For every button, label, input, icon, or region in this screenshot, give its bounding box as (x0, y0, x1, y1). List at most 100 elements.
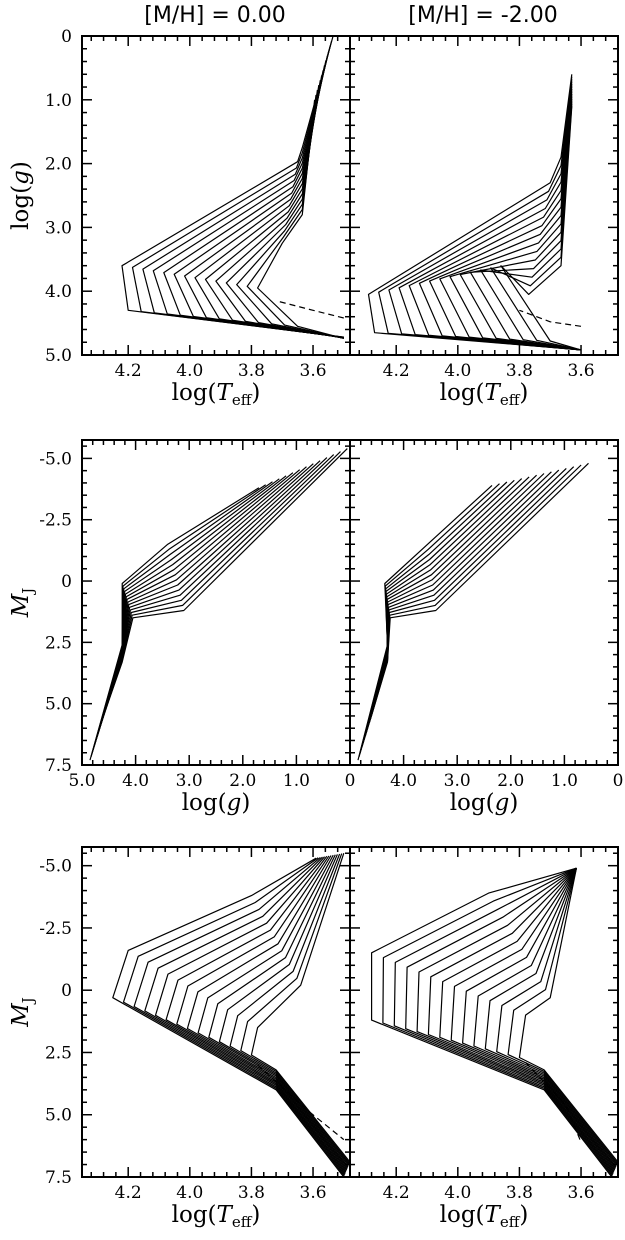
y-tick-label: 1.0 (45, 91, 72, 111)
isochrone-line (367, 74, 582, 351)
isochrone-line (359, 481, 508, 754)
isochrone-line (484, 867, 618, 1166)
isochrone-group (367, 74, 582, 351)
isochrone-line (365, 471, 552, 734)
y-tick-label: 5.0 (45, 1106, 72, 1126)
isochrone-line (500, 106, 582, 351)
isochrone-line (184, 65, 344, 339)
isochrone-line (398, 81, 582, 351)
isochrone-line (186, 855, 348, 1170)
isochrone-line (152, 50, 344, 338)
panel-r1-c1 (349, 439, 619, 766)
x-tick-label: 1.0 (283, 771, 310, 791)
x-tick-label: 3.0 (444, 771, 471, 791)
y-tick-label: -5.0 (39, 449, 72, 469)
x-tick-label: 1.0 (551, 771, 578, 791)
isochrone-line (173, 60, 344, 339)
x-tick-label: 0 (613, 771, 624, 791)
tick-labels-r1: -5.0-2.502.55.07.55.0 4.0 3.0 2.0 1.0log(g)0… (8, 449, 623, 816)
isochrone-line (257, 99, 344, 339)
isochrone-line (240, 853, 350, 1164)
x-axis-label: log(g) (450, 790, 519, 816)
x-tick-label: 3.0 (176, 771, 203, 791)
panel-r1-c0 (81, 439, 351, 766)
x-tick-label: 3.6 (568, 1183, 595, 1203)
panel-frame (349, 439, 619, 766)
isochrone-line (154, 856, 347, 1173)
isochrone-group (112, 853, 350, 1177)
isochrone-line (429, 88, 582, 351)
x-tick-label: 4.0 (176, 361, 203, 381)
isochrone-line (204, 75, 344, 339)
x-tick-label: 4.2 (383, 1183, 410, 1203)
isochrone-line (95, 469, 301, 740)
y-axis-label: MJ (8, 997, 37, 1028)
x-tick-label: 3.8 (238, 1183, 265, 1203)
isochrone-dashed (519, 309, 582, 327)
panel-frame (81, 35, 351, 356)
isochrone-dashed (257, 1064, 345, 1141)
y-tick-label: 2.5 (45, 1043, 72, 1063)
isochrone-line (101, 451, 341, 720)
y-tick-label: -2.5 (39, 511, 72, 531)
isochrone-line (89, 487, 260, 761)
plot-area: 0 1.0 2.0 3.0 4.0 5.0 4.2 4.0 3.8 3.6 log(Teff) 4.2… (8, 27, 623, 1231)
x-tick-label: 3.6 (300, 361, 327, 381)
isochrone-line (357, 484, 493, 761)
panel-frame (349, 35, 619, 356)
isochrone-line (518, 868, 618, 1163)
x-tick-label: 4.0 (444, 361, 471, 381)
isochrone-line (225, 85, 344, 339)
isochrone-line (368, 466, 575, 723)
y-axis-label: MJ (8, 588, 37, 619)
isochrone-line (360, 479, 515, 751)
x-tick-label: 4.2 (115, 1183, 142, 1203)
panel-r0-c1 (349, 35, 619, 356)
isochrone-line (246, 94, 344, 339)
isochrone-line (98, 460, 321, 730)
x-tick-label: 4.0 (176, 1183, 203, 1203)
x-tick-label: 4.2 (383, 361, 410, 381)
isochrone-line (427, 867, 615, 1172)
y-axis-label: log(g) (8, 161, 34, 230)
x-tick-label: 2.0 (229, 771, 256, 791)
isochrone-line (473, 867, 617, 1168)
x-tick-label: 4.0 (122, 771, 149, 791)
isochrone-line (393, 867, 614, 1176)
x-tick-label: 5.0 (68, 771, 95, 791)
y-tick-label: 3.0 (45, 218, 72, 238)
isochrone-line (144, 856, 346, 1174)
panel-frame (349, 846, 619, 1178)
x-tick-label: 3.8 (238, 361, 265, 381)
y-tick-label: -5.0 (39, 857, 72, 877)
y-tick-label: 0 (61, 572, 72, 592)
tick-labels-r2: -5.0-2.502.55.07.54.2 4.0 3.8 3.6log(Teff)4… (8, 857, 595, 1231)
y-tick-label: -2.5 (39, 919, 72, 939)
x-axis-label: log(Teff) (440, 380, 529, 409)
title-left: [M/H] = 0.00 (144, 3, 286, 28)
y-tick-label: 5.0 (45, 346, 72, 366)
isochrone-line (215, 80, 344, 339)
x-axis-label: log(Teff) (172, 1202, 261, 1231)
panel-r2-c0 (81, 846, 351, 1178)
x-axis-label: log(Teff) (172, 380, 261, 409)
title-right: [M/H] = -2.00 (408, 3, 557, 28)
y-tick-label: 7.5 (45, 1168, 72, 1188)
isochrone-line (496, 868, 618, 1165)
isochrone-line (388, 79, 582, 351)
isochrone-line (250, 853, 350, 1163)
x-tick-label: 3.6 (568, 361, 595, 381)
isochrone-line (96, 466, 307, 737)
isochrone-line (142, 45, 344, 338)
x-tick-label: 0 (345, 771, 356, 791)
isochrone-line (370, 462, 589, 717)
isochrone-line (194, 70, 344, 339)
isochrone-line (165, 855, 347, 1172)
y-tick-label: 0 (61, 27, 72, 47)
y-tick-label: 5.0 (45, 695, 72, 715)
y-tick-label: 2.5 (45, 633, 72, 653)
isochrone-line (416, 867, 615, 1173)
isochrone-line (176, 855, 348, 1171)
isochrone-line (208, 854, 349, 1168)
isochrone-line (112, 857, 345, 1177)
